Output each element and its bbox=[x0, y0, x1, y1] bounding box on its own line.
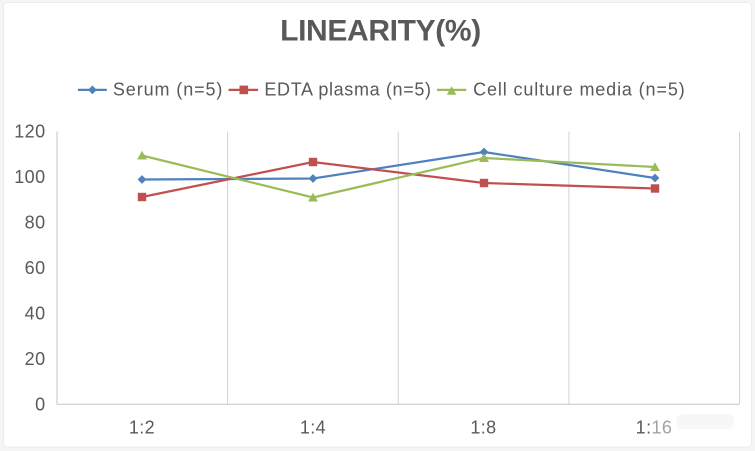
svg-text:LINEARITY(%): LINEARITY(%) bbox=[280, 15, 481, 48]
svg-text:40: 40 bbox=[25, 303, 46, 323]
svg-text:1:16: 1:16 bbox=[636, 418, 673, 438]
svg-text:60: 60 bbox=[25, 258, 46, 278]
svg-text:80: 80 bbox=[25, 212, 46, 232]
svg-text:0: 0 bbox=[35, 394, 45, 414]
svg-text:Cell culture media (n=5): Cell culture media (n=5) bbox=[473, 80, 685, 100]
svg-text:1:2: 1:2 bbox=[129, 418, 155, 438]
svg-text:20: 20 bbox=[25, 349, 46, 369]
svg-text:EDTA plasma (n=5): EDTA plasma (n=5) bbox=[264, 80, 431, 100]
svg-text:120: 120 bbox=[14, 121, 45, 141]
svg-text:Serum (n=5): Serum (n=5) bbox=[113, 80, 223, 100]
svg-text:1:8: 1:8 bbox=[470, 418, 496, 438]
svg-text:100: 100 bbox=[14, 167, 45, 187]
svg-text:1:4: 1:4 bbox=[300, 418, 326, 438]
